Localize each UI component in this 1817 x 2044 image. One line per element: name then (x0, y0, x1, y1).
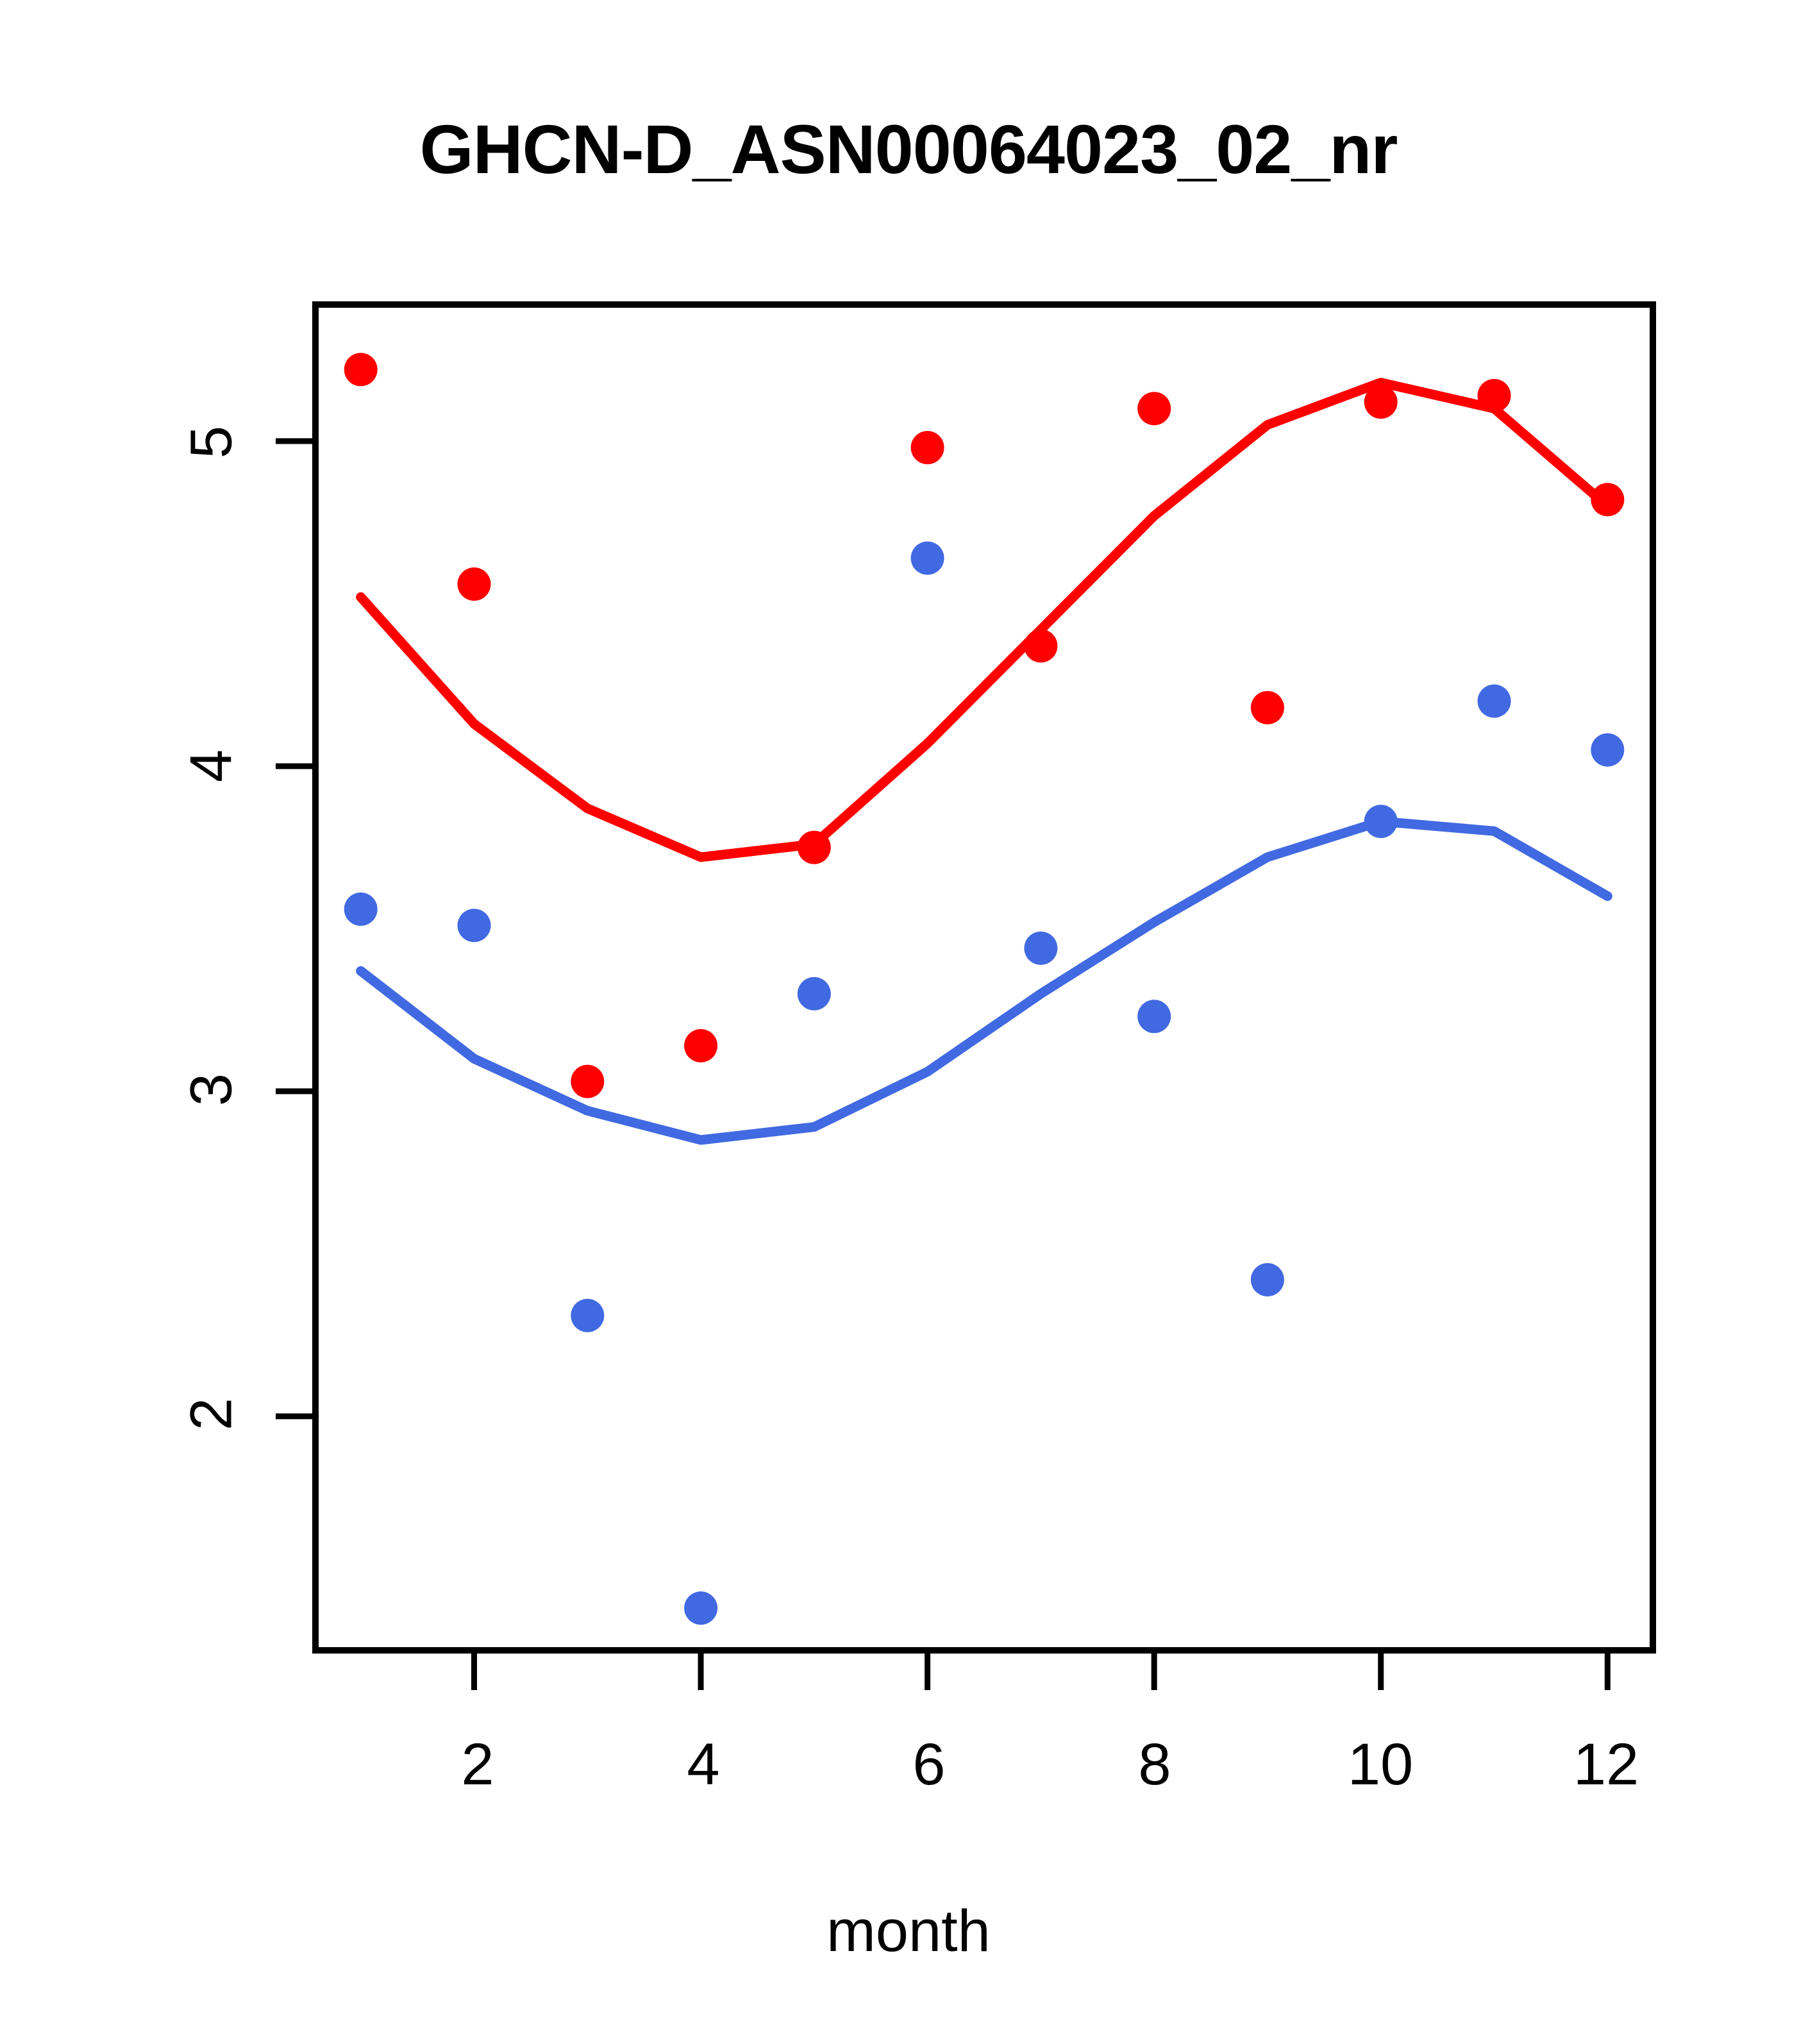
red-points-5 (797, 830, 831, 864)
y-tick-label-3: 3 (178, 1073, 244, 1107)
blue-points-6 (910, 541, 944, 575)
red-points-1 (344, 353, 378, 387)
x-axis-title: month (826, 1898, 991, 1964)
y-tick-label-5: 5 (178, 425, 244, 459)
blue-points-5 (797, 976, 831, 1010)
x-tick-label-4: 4 (687, 1732, 720, 1797)
y-tick-label-2: 2 (178, 1397, 244, 1431)
blue-points-1 (344, 892, 378, 926)
red-points-8 (1137, 392, 1171, 426)
red-points-11 (1477, 379, 1511, 412)
x-tick-label-10: 10 (1347, 1732, 1414, 1797)
x-tick-label-8: 8 (1138, 1732, 1171, 1797)
red-points-3 (571, 1064, 605, 1098)
red-points-6 (910, 431, 944, 465)
blue-points-10 (1364, 805, 1398, 839)
blue-points-7 (1024, 931, 1058, 965)
x-tick-label-2: 2 (461, 1732, 494, 1797)
red-points-9 (1250, 691, 1284, 725)
axis-ticks (276, 438, 1611, 1690)
trend-lines (356, 378, 1612, 1145)
blue-points-12 (1591, 733, 1625, 767)
y-tick-label-4: 4 (178, 749, 244, 783)
x-tick-label-6: 6 (912, 1732, 946, 1797)
x-tick-label-12: 12 (1573, 1732, 1639, 1797)
red-points-10 (1364, 385, 1398, 419)
red-points-12 (1591, 483, 1625, 517)
data-points (344, 353, 1625, 1625)
blue-points-2 (457, 909, 491, 942)
blue-points-8 (1137, 1000, 1171, 1034)
blue-points-3 (571, 1298, 605, 1332)
red-points-2 (457, 567, 491, 601)
red-points-7 (1024, 629, 1058, 663)
blue-points-9 (1250, 1263, 1284, 1296)
plot-border (312, 301, 1656, 1654)
blue-points-11 (1477, 684, 1511, 718)
red-points-4 (684, 1029, 718, 1062)
blue-points-4 (684, 1591, 718, 1625)
page-title: GHCN-D_ASN00064023_02_nr (419, 110, 1398, 188)
blue-line (356, 816, 1612, 1145)
red-line (356, 378, 1612, 862)
plot-frame (312, 301, 1656, 1654)
